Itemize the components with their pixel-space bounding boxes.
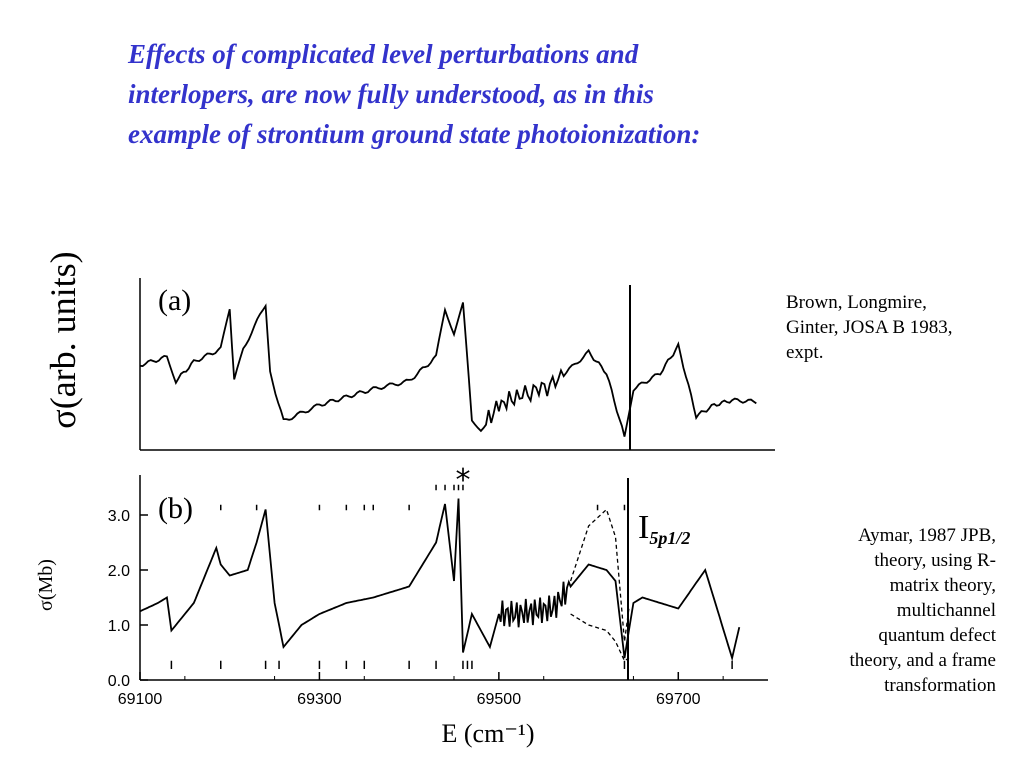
star-marker: * <box>456 463 471 498</box>
panel-b-x-ticks: 69100 69300 69500 69700 <box>118 672 724 708</box>
x-tick-label: 69700 <box>656 691 701 708</box>
y-tick-label: 3.0 <box>108 508 130 525</box>
title-line: interlopers, are now fully understood, a… <box>128 79 654 109</box>
caption-line: Brown, Longmire, <box>786 292 927 313</box>
threshold-label-sub: 5p1/2 <box>649 528 690 548</box>
caption-line: Aymar, 1987 JPB, <box>858 525 996 546</box>
panel-b-label: (b) <box>158 492 193 525</box>
title-line: example of strontium ground state photoi… <box>128 119 701 149</box>
panel-b-y-ticks: 0.0 1.0 2.0 3.0 <box>108 508 148 690</box>
caption-experiment: Brown, Longmire, Ginter, JOSA B 1983, ex… <box>786 290 1022 365</box>
caption-line: theory, and a frame <box>849 650 996 671</box>
x-tick-label: 69500 <box>477 691 522 708</box>
panel-b-dashed-lower <box>570 613 630 662</box>
panel-a-label: (a) <box>158 284 191 317</box>
x-tick-label: 69300 <box>297 691 342 708</box>
caption-line: theory, using R- <box>874 550 996 571</box>
title-line: Effects of complicated level perturbatio… <box>128 39 639 69</box>
caption-line: expt. <box>786 342 824 363</box>
threshold-label: I5p1/2 <box>638 509 690 548</box>
y-tick-label: 0.0 <box>108 673 130 690</box>
caption-line: multichannel <box>896 600 996 621</box>
panel-b-xlabel: E (cm⁻¹) <box>442 719 535 748</box>
caption-line: quantum defect <box>878 625 996 646</box>
caption-theory: Aymar, 1987 JPB, theory, using R- matrix… <box>776 523 996 698</box>
caption-line: transformation <box>884 675 996 696</box>
caption-line: Ginter, JOSA B 1983, <box>786 317 953 338</box>
panel-b: (b) σ(Mb) I5p1/2 * 0.0 1.0 2.0 3.0 69100 693… <box>35 463 768 748</box>
panel-a-ylabel: σ(arb. units) <box>43 251 83 428</box>
panel-a-curve <box>139 302 757 437</box>
panel-b-solid-curve <box>139 498 741 662</box>
panel-a: (a) <box>139 278 775 451</box>
y-tick-label: 2.0 <box>108 563 130 580</box>
x-tick-label: 69100 <box>118 691 163 708</box>
slide-title: Effects of complicated level perturbatio… <box>128 34 888 154</box>
y-tick-label: 1.0 <box>108 618 130 635</box>
caption-line: matrix theory, <box>889 575 996 596</box>
resonance-marks <box>170 484 733 669</box>
panel-b-ylabel: σ(Mb) <box>35 559 57 611</box>
threshold-label-main: I <box>638 509 649 546</box>
